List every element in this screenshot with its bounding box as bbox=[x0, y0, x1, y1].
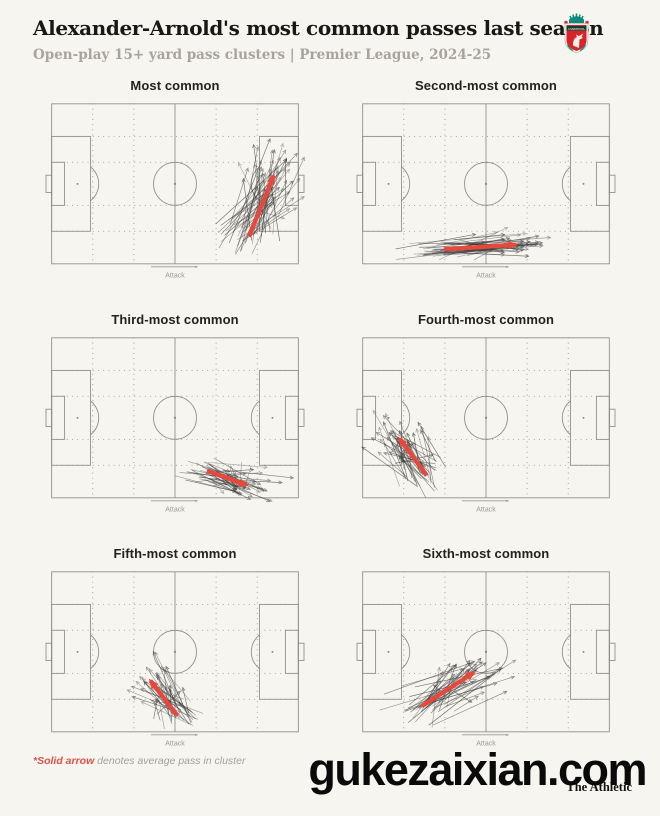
svg-text:Attack: Attack bbox=[476, 273, 496, 280]
footnote: *Solid arrow denotes average pass in clu… bbox=[33, 755, 245, 767]
pitch-plot: Attack bbox=[45, 565, 305, 748]
pitch-plot: Attack bbox=[45, 331, 305, 514]
svg-text:Attack: Attack bbox=[165, 507, 185, 514]
watermark-text: gukezaixian.com bbox=[308, 744, 647, 795]
footnote-rest: denotes average pass in cluster bbox=[94, 755, 246, 767]
page-title: Alexander-Arnold's most common passes la… bbox=[33, 16, 604, 40]
panel-most-common: Most common Attack bbox=[45, 78, 305, 280]
panel-title: Fifth-most common bbox=[113, 546, 237, 561]
panel-fourth-most-common: Fourth-most common Attack bbox=[356, 312, 616, 514]
pitch-plot: Attack bbox=[356, 565, 616, 748]
footnote-highlight: *Solid arrow bbox=[33, 755, 95, 767]
page-subtitle: Open-play 15+ yard pass clusters | Premi… bbox=[33, 47, 492, 63]
panel-third-most-common: Third-most common Attack bbox=[45, 312, 305, 514]
panel-sixth-most-common: Sixth-most common Attack bbox=[356, 546, 616, 748]
svg-text:Attack: Attack bbox=[476, 507, 496, 514]
svg-text:Attack: Attack bbox=[165, 273, 185, 280]
panel-title: Second-most common bbox=[415, 78, 557, 93]
panel-title: Third-most common bbox=[111, 312, 239, 327]
svg-text:Attack: Attack bbox=[165, 741, 185, 748]
panel-title: Fourth-most common bbox=[417, 312, 555, 327]
panel-fifth-most-common: Fifth-most common Attack bbox=[45, 546, 305, 748]
pitch-plot: Attack bbox=[45, 97, 305, 280]
pitch-plot: Attack bbox=[356, 97, 616, 280]
pitch-plot: Attack bbox=[356, 331, 616, 514]
liverpool-crest-icon: LIVERPOOL bbox=[564, 13, 589, 54]
panel-title: Most common bbox=[130, 78, 220, 93]
svg-text:LIVERPOOL: LIVERPOOL bbox=[568, 27, 585, 31]
panel-second-most-common: Second-most common Attack bbox=[356, 78, 616, 280]
panel-title: Sixth-most common bbox=[422, 546, 550, 561]
svg-text:Attack: Attack bbox=[476, 741, 496, 748]
the-athletic-logo: The Athletic bbox=[566, 780, 632, 794]
